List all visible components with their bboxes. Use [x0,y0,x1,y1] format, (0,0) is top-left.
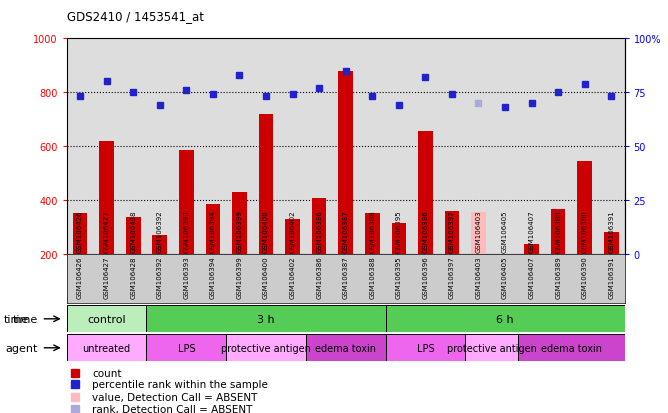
Text: GSM106396: GSM106396 [422,256,428,298]
Text: 3 h: 3 h [257,314,275,324]
Text: GSM106394: GSM106394 [210,256,216,298]
Bar [100,141,114,254]
Bar [551,210,566,254]
Text: GSM106428: GSM106428 [130,256,136,298]
Text: 6 h: 6 h [496,314,514,324]
Text: GSM106397: GSM106397 [449,256,455,298]
Text: LPS: LPS [417,343,434,353]
Text: GSM106427: GSM106427 [104,256,110,298]
Text: GDS2410 / 1453541_at: GDS2410 / 1453541_at [67,10,204,23]
Bar [152,235,167,254]
Text: GSM106391: GSM106391 [609,256,615,298]
Text: GSM106400: GSM106400 [263,256,269,298]
Bar [146,335,226,361]
Bar [146,306,385,332]
Text: GSM106393: GSM106393 [183,256,189,298]
Text: count: count [92,368,122,377]
Text: GSM106389: GSM106389 [555,256,561,298]
Bar [418,132,433,254]
Text: GSM106392: GSM106392 [157,256,163,298]
Bar [365,214,379,254]
Text: value, Detection Call = ABSENT: value, Detection Call = ABSENT [92,392,257,402]
Text: protective antigen: protective antigen [447,343,536,353]
Bar [285,219,300,254]
Text: percentile rank within the sample: percentile rank within the sample [92,380,268,389]
Bar [73,214,88,254]
Bar [259,114,273,254]
Bar [391,223,406,254]
Text: GSM106426: GSM106426 [77,256,83,298]
Bar [498,254,512,256]
Text: GSM106403: GSM106403 [476,256,482,298]
Text: GSM106395: GSM106395 [396,256,402,298]
Bar [312,199,327,254]
Text: GSM106390: GSM106390 [582,256,588,298]
Bar [306,335,385,361]
Text: rank, Detection Call = ABSENT: rank, Detection Call = ABSENT [92,404,253,413]
Text: edema toxin: edema toxin [315,343,376,353]
Bar [179,151,194,254]
Bar [465,335,518,361]
Text: GSM106388: GSM106388 [369,256,375,298]
Bar [206,204,220,254]
Bar [524,244,539,254]
Bar [226,335,306,361]
Text: time: time [13,314,38,324]
Text: GSM106387: GSM106387 [343,256,349,298]
Bar [67,335,146,361]
Bar [445,211,459,254]
Bar [471,212,486,254]
Text: edema toxin: edema toxin [541,343,602,353]
Text: protective antigen: protective antigen [221,343,311,353]
Bar [518,335,625,361]
Bar [385,306,625,332]
Text: GSM106407: GSM106407 [528,256,534,298]
Bar [67,306,146,332]
Text: time: time [3,314,29,324]
Text: GSM106402: GSM106402 [289,256,295,298]
Bar [232,192,246,254]
Bar [604,233,619,254]
Bar [385,335,465,361]
Text: LPS: LPS [178,343,195,353]
Text: GSM106405: GSM106405 [502,256,508,298]
Text: GSM106386: GSM106386 [316,256,322,298]
Text: agent: agent [6,343,38,353]
Text: GSM106399: GSM106399 [236,256,242,298]
Bar [126,218,140,254]
Text: control: control [88,314,126,324]
Bar [339,71,353,254]
Bar [577,161,592,254]
Text: untreated: untreated [83,343,131,353]
